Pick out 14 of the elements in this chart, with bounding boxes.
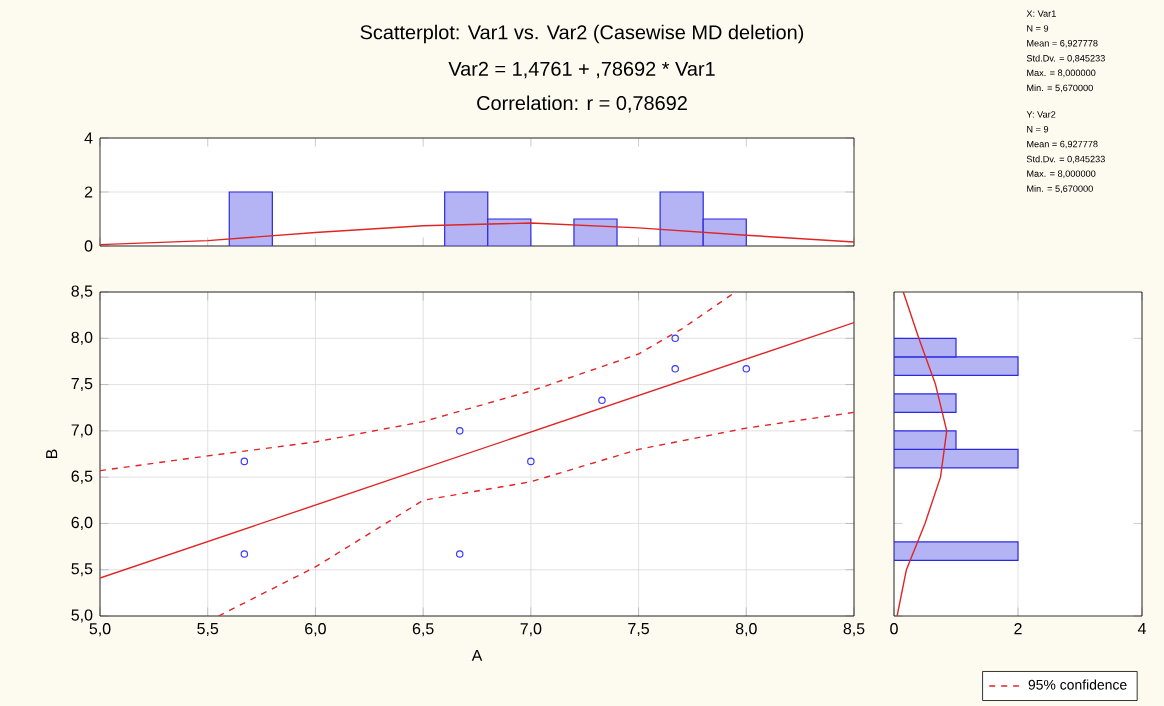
- point: [742, 365, 751, 373]
- point: [240, 550, 249, 558]
- point: [455, 427, 464, 435]
- chart-title: Scatterplot: Var1 vs. Var2 (Casewise MD deletion): [360, 24, 804, 44]
- line-series: [100, 292, 737, 472]
- point: [671, 365, 679, 373]
- point: [527, 457, 535, 466]
- text: Correlation: r = 0,78692: [477, 95, 687, 113]
- point: [455, 550, 464, 558]
- chart-subtitle: Var2 = 1,4761 + ,78692 * Var1: [448, 61, 715, 79]
- point: [598, 396, 606, 405]
- line-series: [217, 411, 855, 616]
- point: [240, 457, 249, 466]
- point: [671, 334, 679, 343]
